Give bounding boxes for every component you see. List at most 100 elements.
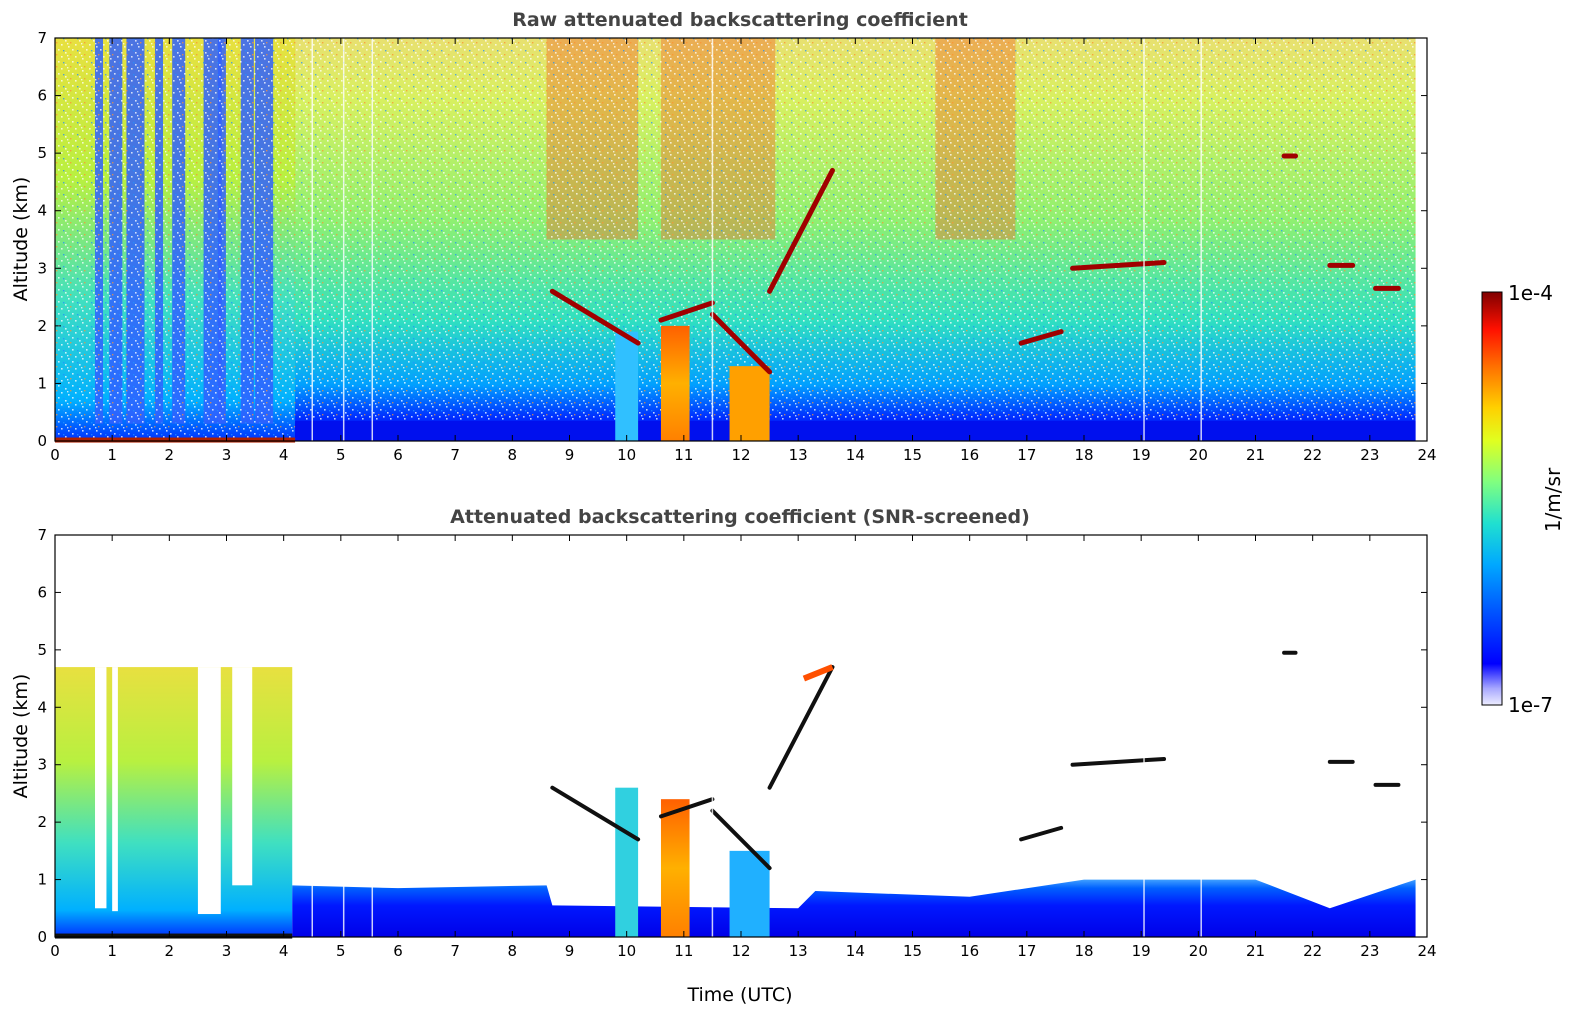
x-tick-label: 2	[165, 446, 175, 464]
x-tick-label: 2	[165, 942, 175, 960]
near-ground-layer	[55, 933, 293, 939]
cloud-column	[729, 366, 770, 441]
x-tick-label: 18	[1074, 942, 1093, 960]
cloud-column	[615, 787, 639, 937]
colorbar: 1e-4 1e-7 1/m/sr	[1481, 281, 1565, 717]
screened-gap	[95, 667, 107, 909]
x-axis: 0 1 2 3 4 5 6 7 8 9 10 11 12 13 14 15 16 17 18 19 20 21 22 23 24	[50, 38, 1437, 464]
x-tick-label: 11	[674, 942, 693, 960]
x-tick-label: 15	[903, 942, 922, 960]
x-tick-label: 18	[1074, 446, 1093, 464]
screened-gap	[232, 667, 253, 886]
cloud-layer	[1018, 329, 1064, 346]
cloud-layer	[709, 311, 773, 375]
raw-backscatter-panel: Raw attenuated backscattering coefficien…	[10, 9, 1437, 464]
x-tick-label: 17	[1017, 942, 1036, 960]
x-tick-label: 5	[336, 942, 346, 960]
x-tick-label: 19	[1132, 446, 1151, 464]
plot-frame	[54, 37, 1428, 442]
screened-gap	[197, 667, 221, 915]
panel-title: Raw attenuated backscattering coefficien…	[512, 9, 968, 31]
boundary-layer	[292, 879, 1416, 937]
y-tick-label: 2	[37, 317, 47, 335]
x-tick-label: 22	[1303, 446, 1322, 464]
cloud-layer	[1070, 756, 1167, 767]
boundary-layer	[295, 420, 1416, 441]
y-tick-label: 4	[37, 698, 47, 716]
x-tick-label: 14	[846, 942, 865, 960]
cloud-layer	[549, 288, 641, 346]
x-tick-label: 0	[50, 446, 60, 464]
x-tick-label: 6	[393, 446, 403, 464]
cloud-layer	[658, 300, 715, 323]
backscatter-image	[55, 535, 1427, 939]
x-tick-label: 4	[279, 942, 289, 960]
x-tick-label: 10	[617, 446, 636, 464]
x-tick-label: 15	[903, 446, 922, 464]
x-tick-label: 5	[336, 446, 346, 464]
x-tick-label: 13	[789, 446, 808, 464]
y-axis-label: Altitude (km)	[10, 674, 32, 799]
plot-frame	[54, 534, 1428, 938]
colorbar-max-label: 1e-4	[1508, 281, 1553, 305]
x-tick-label: 20	[1189, 446, 1208, 464]
screened-gap	[112, 667, 118, 912]
y-tick-label: 3	[37, 756, 47, 774]
y-tick-label: 0	[37, 928, 47, 946]
x-tick-label: 24	[1417, 942, 1436, 960]
x-tick-label: 23	[1360, 942, 1379, 960]
cloud-layer	[767, 167, 835, 294]
cloud-layer	[802, 664, 834, 682]
x-tick-label: 4	[279, 446, 289, 464]
snr-screened-panel: Attenuated backscattering coefficient (S…	[10, 506, 1437, 1006]
x-tick-label: 7	[450, 942, 460, 960]
x-tick-label: 16	[960, 942, 979, 960]
cloud-column	[660, 799, 690, 937]
x-tick-label: 1	[107, 446, 117, 464]
y-tick-label: 0	[37, 432, 47, 450]
x-tick-label: 13	[789, 942, 808, 960]
y-tick-label: 4	[37, 202, 47, 220]
x-tick-label: 19	[1132, 942, 1151, 960]
cloud-column	[729, 850, 770, 937]
y-tick-label: 5	[37, 641, 47, 659]
x-tick-label: 21	[1246, 942, 1265, 960]
x-axis: 0 1 2 3 4 5 6 7 8 9 10 11 12 13 14 15 16 17 18 19 20 21 22 23 24	[50, 535, 1437, 960]
x-tick-label: 7	[450, 446, 460, 464]
x-tick-label: 21	[1246, 446, 1265, 464]
x-tick-label: 11	[674, 446, 693, 464]
x-tick-label: 3	[222, 942, 232, 960]
x-tick-label: 8	[508, 446, 518, 464]
y-tick-label: 7	[37, 526, 47, 544]
panel-title: Attenuated backscattering coefficient (S…	[450, 506, 1030, 528]
y-tick-label: 1	[37, 374, 47, 392]
y-tick-label: 5	[37, 144, 47, 162]
backscatter-image	[55, 38, 1416, 443]
y-tick-label: 1	[37, 871, 47, 889]
x-tick-label: 14	[846, 446, 865, 464]
x-tick-label: 10	[617, 942, 636, 960]
x-tick-label: 12	[731, 446, 750, 464]
colorbar-min-label: 1e-7	[1508, 693, 1553, 717]
cloud-layer	[1019, 825, 1064, 842]
x-tick-label: 1	[107, 942, 117, 960]
x-tick-label: 24	[1417, 446, 1436, 464]
colorbar-gradient	[1481, 291, 1503, 706]
cloud-layer	[767, 665, 835, 790]
cloud-column	[660, 325, 690, 441]
y-tick-label: 3	[37, 259, 47, 277]
x-tick-label: 9	[565, 942, 575, 960]
early-aerosol-layer	[55, 667, 293, 937]
y-tick-label: 6	[37, 583, 47, 601]
y-axis-label: Altitude (km)	[10, 177, 32, 302]
x-tick-label: 3	[222, 446, 232, 464]
near-ground-layer	[55, 437, 296, 443]
x-tick-label: 8	[508, 942, 518, 960]
cloud-layer	[710, 808, 772, 871]
x-tick-label: 6	[393, 942, 403, 960]
y-tick-label: 7	[37, 29, 47, 47]
x-tick-label: 20	[1189, 942, 1208, 960]
y-tick-label: 6	[37, 87, 47, 105]
cloud-layer	[658, 797, 715, 819]
